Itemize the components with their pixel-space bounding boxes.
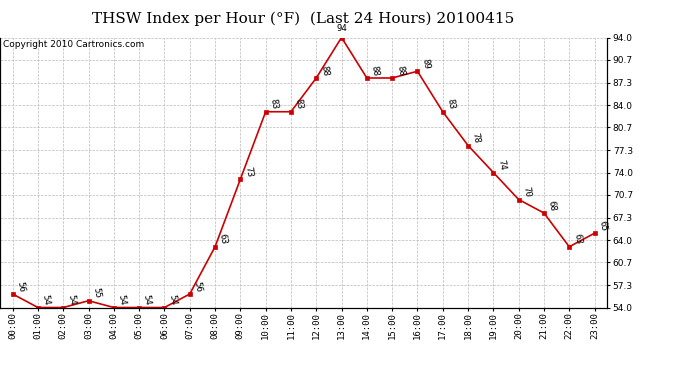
- Text: 73: 73: [243, 166, 254, 178]
- Text: 70: 70: [522, 186, 532, 198]
- Text: Copyright 2010 Cartronics.com: Copyright 2010 Cartronics.com: [3, 40, 144, 49]
- Text: 54: 54: [41, 294, 52, 306]
- Text: 68: 68: [546, 200, 558, 211]
- Text: 54: 54: [117, 294, 128, 306]
- Text: 88: 88: [319, 64, 330, 76]
- Text: 63: 63: [572, 233, 583, 245]
- Text: 94: 94: [336, 24, 347, 33]
- Text: 83: 83: [294, 98, 304, 110]
- Text: 54: 54: [66, 294, 77, 306]
- Text: 83: 83: [268, 98, 279, 110]
- Text: 74: 74: [496, 159, 507, 171]
- Text: 54: 54: [142, 294, 152, 306]
- Text: 88: 88: [370, 64, 380, 76]
- Text: 65: 65: [598, 220, 608, 232]
- Text: 56: 56: [15, 280, 26, 292]
- Text: 83: 83: [446, 98, 456, 110]
- Text: 88: 88: [395, 64, 406, 76]
- Text: 89: 89: [420, 58, 431, 70]
- Text: 63: 63: [218, 233, 228, 245]
- Text: 78: 78: [471, 132, 482, 144]
- Text: THSW Index per Hour (°F)  (Last 24 Hours) 20100415: THSW Index per Hour (°F) (Last 24 Hours)…: [92, 11, 515, 26]
- Text: 55: 55: [91, 287, 102, 299]
- Text: 56: 56: [193, 280, 204, 292]
- Text: 54: 54: [167, 294, 178, 306]
